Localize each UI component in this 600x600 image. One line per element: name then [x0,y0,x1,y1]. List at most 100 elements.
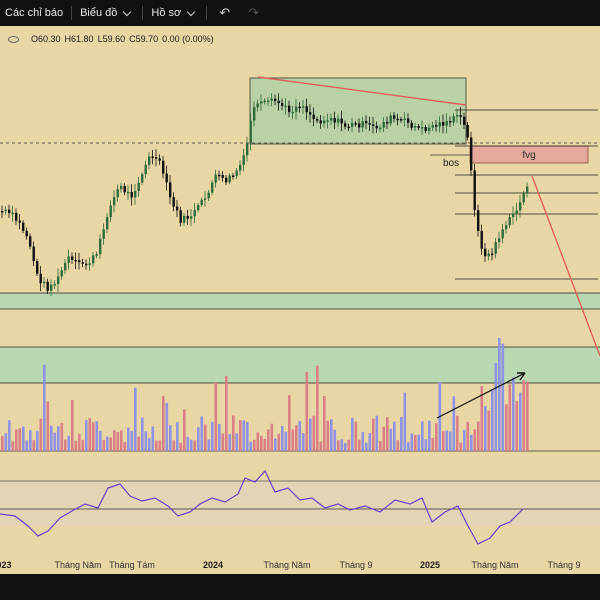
trend-line [531,175,600,357]
volume-bar [508,384,512,451]
candle [526,186,529,194]
indicators-button[interactable]: Các chỉ báo [0,0,68,26]
profile-menu-button[interactable]: Hồ sơ [146,0,203,26]
volume-bar [375,415,379,451]
candle [309,112,312,115]
candle [186,215,189,219]
candle [211,182,214,193]
candle [284,105,287,108]
volume-bar [176,422,179,451]
volume-bar [417,434,421,451]
volume-bar [305,371,309,451]
volume-bar [102,440,106,451]
candle [235,170,238,177]
volume-bar [354,421,358,451]
volume-bar [214,382,218,451]
volume-bar [165,402,169,451]
volume-bar [319,441,323,451]
redo-icon[interactable]: ↷ [248,5,260,20]
candle [484,248,487,257]
trend-line [257,76,467,106]
volume-bar [473,429,477,451]
volume-bar [144,431,148,451]
eye-icon[interactable] [8,35,19,43]
top-toolbar: Các chỉ báo Biểu đồ Hồ sơ ↶ ↷ [0,0,600,26]
chart-area[interactable]: fvg bos O60.30 H61.80 L59.60 C59.70 0.00 … [0,26,600,574]
candle [463,116,466,125]
volume-bar [81,440,85,451]
candle [116,189,119,198]
volume-bar [347,439,351,451]
undo-icon[interactable]: ↶ [219,5,231,20]
volume-bar [95,421,99,451]
volume-bar [480,386,484,451]
candle [400,119,403,121]
candle [260,101,263,104]
volume-bar [109,437,113,451]
time-tick: Tháng Năm [263,560,311,570]
volume-bar [228,434,232,451]
candle [498,238,501,243]
candle [302,106,305,108]
candle [11,212,14,215]
volume-bar [225,376,228,451]
time-axis[interactable]: 023 Tháng Năm Tháng Tám 2024 Tháng Năm T… [0,556,600,574]
volume-bar [151,426,155,451]
chevron-down-icon [187,7,196,16]
time-tick: 023 [0,560,12,570]
volume-bar [249,441,253,451]
volume-bar [267,429,270,451]
candle [410,122,413,128]
volume-bar [162,396,165,451]
chart-menu-button[interactable]: Biểu đồ [75,0,139,26]
volume-bar [183,409,186,451]
volume-bar [256,432,260,451]
candle [179,210,182,223]
candle [508,217,511,226]
volume-bar [78,433,81,451]
candle [151,156,154,158]
volume-bar [403,392,407,451]
candle [519,202,522,211]
volume-bar [323,396,326,451]
volume-bar [277,433,281,451]
candle [246,143,249,156]
candle [505,225,508,230]
candle [127,191,130,194]
candle [193,210,196,217]
volume-bar [64,439,67,451]
volume-bar [32,440,36,451]
candle [253,107,256,121]
volume-bar [505,404,508,451]
candle [256,103,259,108]
candle [333,118,336,123]
volume-bar [316,365,319,451]
volume-bar [190,439,193,451]
candle [120,186,123,190]
candle [470,137,473,171]
volume-arrow-head [517,372,526,381]
candle [344,123,347,127]
candle [165,173,168,183]
candle [155,157,158,159]
candle [67,256,70,263]
volume-bar [197,427,200,451]
ohlc-low: L59.60 [97,34,126,44]
price-chart-canvas[interactable]: fvg bos [0,26,600,574]
volume-bar [172,440,176,451]
volume-bar [57,426,60,451]
volume-bar [487,410,491,451]
volume-bar [312,415,316,451]
candle [358,123,361,128]
volume-bar [400,416,403,451]
candle [312,114,315,120]
toolbar-divider [142,6,144,20]
candle [172,197,175,207]
candle [295,106,298,112]
ohlc-close: C59.70 [129,34,159,44]
candle [351,123,354,127]
volume-bar [442,431,445,451]
toolbar-divider [206,6,208,20]
volume-bar [221,433,225,451]
candle [337,118,340,123]
